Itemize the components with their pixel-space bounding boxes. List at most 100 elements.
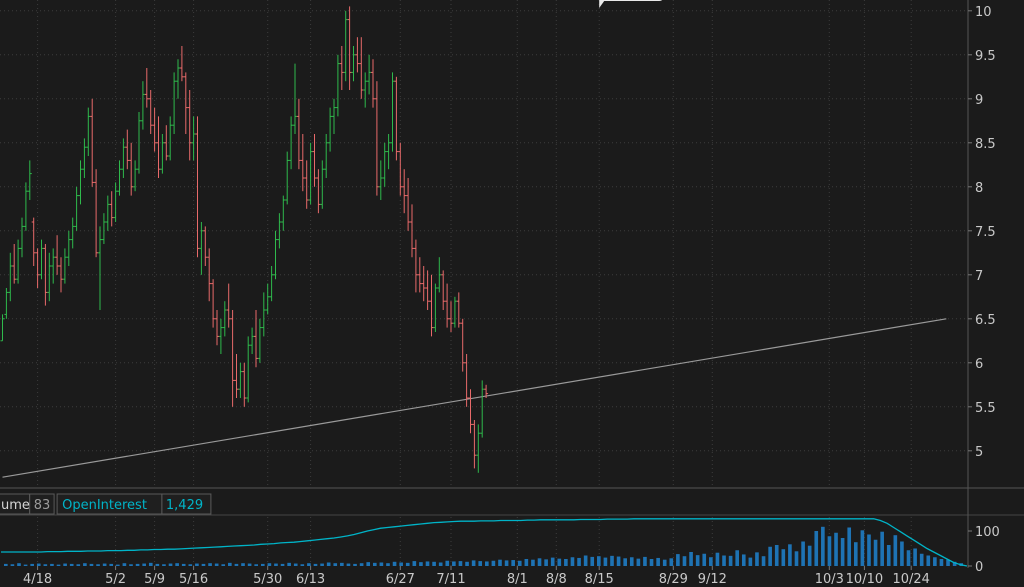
ohlc-bar (66, 230, 71, 266)
ohlc-bar (156, 116, 161, 178)
volume-bar (96, 564, 100, 566)
volume-bar (952, 561, 957, 566)
ohlc-bar (296, 98, 301, 170)
volume-bar (788, 544, 792, 566)
volume-bar (827, 536, 832, 566)
volume-bar (109, 563, 114, 566)
volume-bar (531, 559, 535, 566)
volume-bar (208, 563, 212, 566)
ohlc-bar (480, 380, 485, 438)
volume-bar (254, 564, 259, 566)
volume-bar (214, 563, 219, 566)
volume-bar (412, 561, 417, 566)
volume-bar (274, 563, 278, 566)
open-interest-line (1, 518, 968, 567)
volume-bar (557, 558, 562, 566)
volume-bar (148, 562, 153, 566)
volume-bar (616, 556, 621, 566)
date-tick-label: 9/12 (698, 572, 727, 587)
ohlc-bar (55, 235, 60, 275)
volume-bar (537, 558, 542, 566)
ohlc-bar (433, 283, 438, 332)
ohlc-bar (386, 134, 391, 170)
volume-bar (471, 560, 476, 566)
volume-bar (669, 558, 674, 566)
ohlc-bar (238, 362, 243, 398)
ohlc-bar (78, 160, 83, 205)
volume-bar (30, 563, 34, 566)
volume-bar (946, 559, 950, 566)
volume-bar (709, 557, 713, 566)
volume-bar (801, 541, 805, 566)
price-tick-label: 9 (975, 93, 983, 108)
ohlc-bar (98, 226, 102, 310)
trendline-layer (2, 318, 947, 478)
volume-bar (419, 562, 423, 566)
volume-bar (313, 563, 318, 566)
ohlc-bar (195, 116, 200, 258)
date-tick-label: 10/24 (892, 572, 929, 587)
volume-bar (610, 555, 614, 566)
ohlc-bar (261, 292, 266, 337)
ohlc-bar (402, 169, 407, 214)
volume-bar (485, 561, 489, 566)
volume-bar (728, 555, 733, 566)
ohlc-bar (133, 160, 138, 192)
ohlc-bar (191, 116, 196, 161)
volume-bar (774, 545, 779, 566)
ohlc-bar (101, 213, 106, 244)
volume-bar (478, 561, 483, 566)
ohlc-bar (12, 244, 17, 284)
price-tick-label: 9.5 (975, 49, 996, 64)
volume-bar (300, 564, 305, 566)
ohlc-bar (382, 142, 387, 187)
volume-bar (129, 564, 133, 566)
ohlc-bar (390, 72, 395, 152)
ohlc-bar (246, 336, 251, 403)
ohlc-bar (152, 107, 157, 152)
volume-bar (840, 538, 845, 566)
volume-bar (860, 530, 865, 566)
ohlc-bar (410, 204, 414, 258)
ohlc-bar (59, 257, 63, 293)
volume-bar (188, 564, 193, 566)
ohlc-bar (74, 186, 79, 231)
ohlc-bar (121, 138, 126, 178)
ohlc-bar (359, 37, 364, 99)
volume-bar (913, 548, 917, 566)
volume-bar (280, 563, 285, 566)
volume-bar (781, 549, 786, 566)
ohlc-bar (168, 116, 173, 161)
ohlc-bar (86, 107, 91, 156)
price-tick-label: 6 (975, 357, 983, 372)
volume-bar (155, 563, 160, 566)
ohlc-bar (363, 72, 368, 108)
ohlc-bar (289, 116, 294, 170)
ohlc-bar (207, 248, 212, 302)
ohlc-bar (113, 182, 118, 222)
volume-bar (221, 564, 226, 566)
ohlc-bar (23, 182, 28, 231)
volume-bar (656, 557, 660, 566)
volume-bar (333, 563, 338, 566)
volume-bar (267, 563, 272, 566)
ohlc-bar (472, 420, 477, 469)
ohlc-bar (269, 266, 274, 302)
trendline (2, 318, 947, 478)
ohlc-bar (277, 213, 282, 249)
ohlc-bar (199, 222, 204, 275)
volume-bar (755, 552, 759, 566)
volume-bar (649, 559, 654, 566)
volume-bar (228, 562, 232, 566)
volume-bar (570, 557, 575, 566)
ohlc-bar (312, 134, 317, 187)
legend-value: 83 (34, 498, 51, 513)
ohlc-bar (47, 252, 52, 302)
volume-bar (893, 535, 898, 566)
volume-bar (195, 563, 199, 566)
ohlc-bar (234, 354, 239, 398)
volume-bar (821, 526, 825, 566)
date-axis-layer: 4/18 5/2 5/9 5/16 5/30 6/13 6/27 7/11 8/1 8/8 8/15… (23, 566, 930, 587)
ohlc-bar (265, 283, 270, 315)
